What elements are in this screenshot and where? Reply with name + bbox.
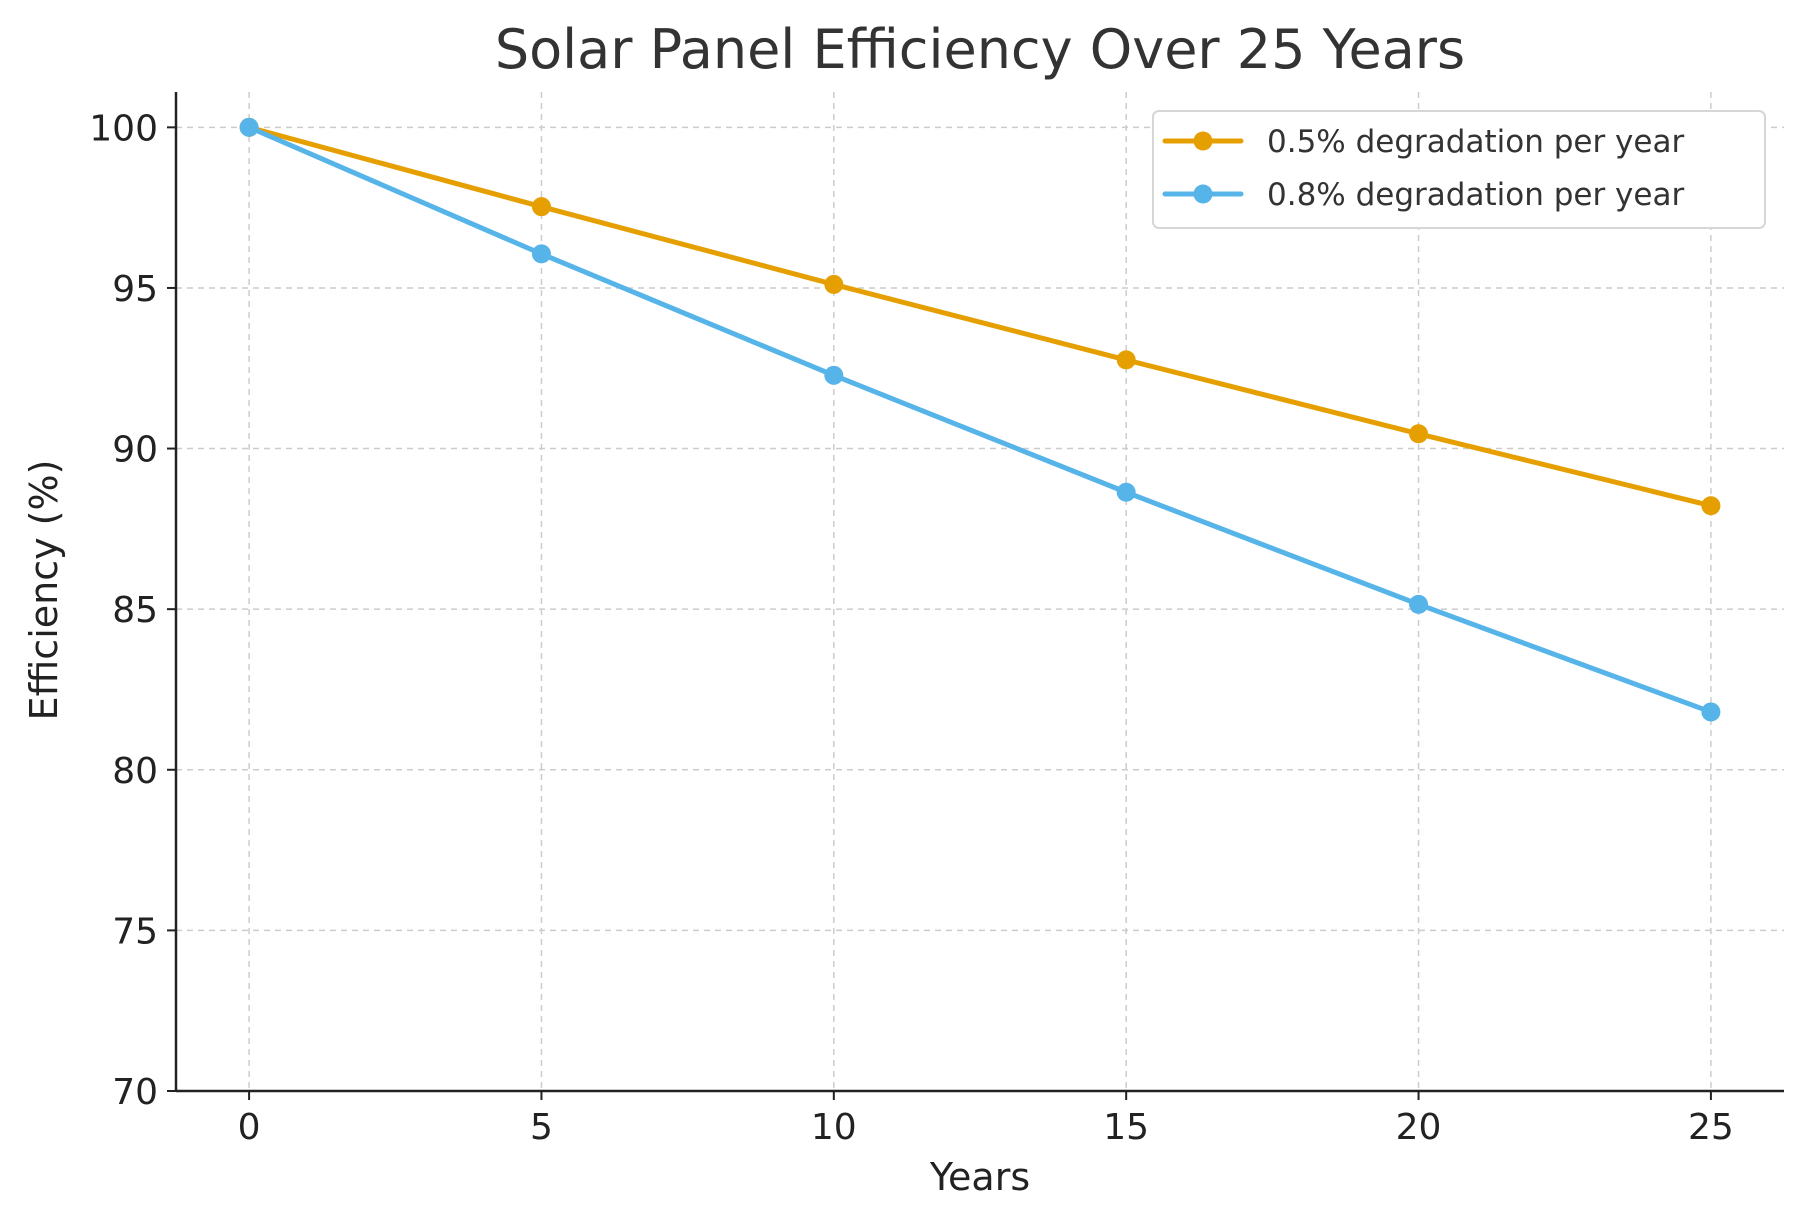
x-tick-label: 5 — [530, 1107, 553, 1148]
data-point — [531, 197, 551, 217]
legend-marker — [1193, 184, 1213, 204]
y-tick-label: 100 — [89, 108, 158, 149]
legend: 0.5% degradation per year 0.8% degradatio… — [1152, 110, 1766, 229]
data-point — [1409, 594, 1429, 614]
legend-item: 0.8% degradation per year — [1162, 177, 1684, 213]
y-tick-label: 85 — [112, 590, 158, 631]
x-tick-label: 0 — [238, 1107, 261, 1148]
x-axis-label: Years — [929, 1155, 1030, 1199]
chart-title: Solar Panel Efficiency Over 25 Years — [495, 18, 1465, 81]
y-tick-label: 80 — [112, 751, 158, 792]
y-tick-label: 95 — [112, 269, 158, 310]
y-axis-label: Efficiency (%) — [22, 460, 66, 721]
series-line — [246, 124, 1714, 509]
tick-labels: 0 5 10 15 20 25 70 75 80 85 90 95 100 — [89, 108, 1734, 1148]
legend-box — [1152, 110, 1766, 229]
data-point — [1701, 496, 1721, 516]
series-lines — [239, 117, 1721, 722]
data-point — [239, 117, 259, 137]
data-point — [531, 244, 551, 264]
x-tick-label: 20 — [1396, 1107, 1442, 1148]
grid — [176, 92, 1784, 1092]
legend-marker — [1193, 131, 1213, 151]
series-2 — [239, 117, 1721, 722]
series-line — [246, 124, 1714, 715]
x-tick-label: 15 — [1103, 1107, 1149, 1148]
axes — [174, 92, 1784, 1093]
data-point — [1116, 482, 1136, 502]
data-point — [1409, 424, 1429, 444]
y-tick-label: 70 — [112, 1072, 158, 1113]
y-tick-label: 75 — [112, 911, 158, 952]
data-point — [824, 365, 844, 385]
legend-label: 0.5% degradation per year — [1267, 124, 1684, 160]
y-tick-label: 90 — [112, 430, 158, 471]
x-tick-label: 25 — [1688, 1107, 1734, 1148]
data-point — [1116, 350, 1136, 370]
legend-item: 0.5% degradation per year — [1162, 124, 1684, 160]
legend-label: 0.8% degradation per year — [1267, 177, 1684, 213]
data-point — [1701, 702, 1721, 722]
data-point — [824, 274, 844, 294]
x-tick-label: 10 — [811, 1107, 857, 1148]
